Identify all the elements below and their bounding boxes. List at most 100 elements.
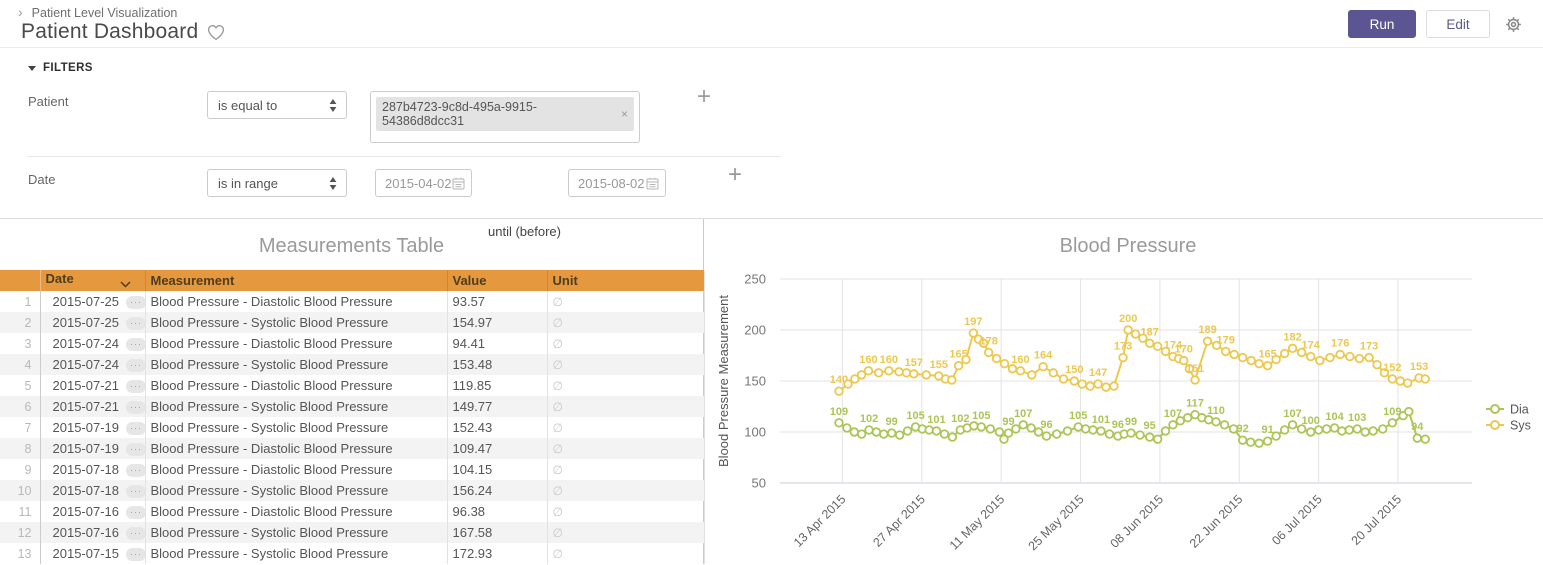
data-point-sys[interactable]: [1246, 355, 1256, 366]
data-point-dia[interactable]: [1175, 416, 1186, 426]
column-header-date[interactable]: Date: [40, 270, 146, 291]
data-point-dia[interactable]: [1051, 429, 1062, 439]
data-point-sys[interactable]: [850, 374, 860, 384]
data-point-dia[interactable]: [1182, 413, 1193, 423]
row-ellipsis-menu[interactable]: ···: [126, 485, 144, 498]
column-header-unit[interactable]: Unit: [547, 270, 705, 291]
data-point-sys[interactable]: [1220, 346, 1231, 357]
data-point-sys[interactable]: [884, 366, 894, 376]
data-point-dia[interactable]: [842, 423, 852, 433]
data-point-dia[interactable]: [1203, 415, 1214, 425]
data-point-dia[interactable]: [1160, 426, 1171, 436]
data-point-sys[interactable]: [978, 338, 989, 348]
data-point-sys[interactable]: [1325, 352, 1335, 363]
data-point-sys[interactable]: [909, 369, 919, 379]
data-point-sys[interactable]: [1160, 346, 1171, 357]
data-point-dia[interactable]: [969, 421, 979, 431]
date-to-input[interactable]: 2015-08-02: [568, 169, 666, 197]
data-point-sys[interactable]: [1345, 351, 1355, 362]
data-point-sys[interactable]: [1027, 370, 1037, 380]
row-ellipsis-menu[interactable]: ···: [126, 548, 144, 561]
data-point-sys[interactable]: [856, 370, 867, 380]
filters-header[interactable]: FILTERS: [28, 62, 93, 74]
patient-value-box[interactable]: 287b4723-9c8d-495a-9915-54386d8dcc31 ×: [370, 91, 640, 143]
data-point-sys[interactable]: [1202, 336, 1213, 346]
data-point-sys[interactable]: [1138, 333, 1148, 343]
data-point-dia[interactable]: [1412, 433, 1423, 443]
data-point-dia[interactable]: [871, 427, 882, 437]
data-point-sys[interactable]: [1085, 381, 1095, 391]
data-point-sys[interactable]: [1287, 343, 1298, 354]
data-point-sys[interactable]: [1271, 354, 1281, 365]
data-point-sys[interactable]: [1395, 376, 1405, 386]
data-point-dia[interactable]: [1126, 428, 1136, 438]
data-point-sys[interactable]: [1211, 340, 1222, 350]
data-point-dia[interactable]: [1003, 428, 1014, 438]
data-point-dia[interactable]: [924, 425, 934, 435]
legend-label-sys[interactable]: Sys: [1510, 419, 1531, 433]
row-ellipsis-menu[interactable]: ···: [126, 380, 144, 393]
data-point-sys[interactable]: [1254, 358, 1264, 369]
data-point-sys[interactable]: [1058, 374, 1069, 384]
data-point-sys[interactable]: [1184, 364, 1195, 374]
data-point-sys[interactable]: [863, 366, 874, 376]
data-point-dia[interactable]: [1271, 431, 1281, 441]
data-point-dia[interactable]: [999, 434, 1009, 444]
data-point-sys[interactable]: [1077, 379, 1087, 389]
data-point-sys[interactable]: [1296, 347, 1307, 358]
data-point-dia[interactable]: [1262, 436, 1273, 446]
date-from-input[interactable]: 2015-04-02: [375, 169, 472, 197]
data-point-dia[interactable]: [1088, 425, 1098, 435]
data-point-dia[interactable]: [931, 426, 942, 436]
data-point-dia[interactable]: [834, 418, 844, 428]
data-point-dia[interactable]: [1254, 438, 1264, 448]
row-ellipsis-menu[interactable]: ···: [126, 422, 144, 435]
run-button[interactable]: Run: [1348, 10, 1416, 38]
data-point-dia[interactable]: [849, 427, 859, 437]
data-point-dia[interactable]: [1313, 425, 1324, 435]
data-point-sys[interactable]: [1354, 353, 1365, 364]
data-point-sys[interactable]: [1101, 382, 1111, 392]
data-point-sys[interactable]: [873, 368, 884, 378]
data-point-dia[interactable]: [947, 432, 958, 442]
data-point-dia[interactable]: [1329, 423, 1340, 433]
data-point-sys[interactable]: [1379, 368, 1390, 378]
legend-marker-dia[interactable]: [1490, 404, 1500, 414]
data-point-dia[interactable]: [1368, 426, 1378, 436]
data-point-sys[interactable]: [1152, 341, 1163, 352]
data-point-sys[interactable]: [1190, 375, 1200, 385]
data-point-sys[interactable]: [1279, 348, 1290, 359]
data-point-dia[interactable]: [976, 422, 986, 432]
data-point-dia[interactable]: [1144, 432, 1155, 442]
add-patient-filter-button[interactable]: +: [697, 83, 712, 110]
legend-marker-sys[interactable]: [1490, 420, 1500, 430]
data-point-dia[interactable]: [886, 428, 897, 438]
row-ellipsis-menu[interactable]: ···: [126, 506, 144, 519]
data-point-sys[interactable]: [1123, 325, 1133, 335]
data-point-sys[interactable]: [968, 328, 979, 338]
row-ellipsis-menu[interactable]: ···: [126, 401, 144, 414]
data-point-dia[interactable]: [1018, 420, 1028, 430]
data-point-sys[interactable]: [1420, 374, 1430, 384]
row-ellipsis-menu[interactable]: ···: [126, 317, 144, 330]
data-point-dia[interactable]: [1096, 426, 1106, 436]
data-point-sys[interactable]: [999, 358, 1010, 369]
row-ellipsis-menu[interactable]: ···: [126, 338, 144, 351]
data-point-sys[interactable]: [1229, 349, 1239, 360]
data-point-dia[interactable]: [1296, 424, 1307, 434]
edit-button[interactable]: Edit: [1426, 10, 1490, 38]
data-point-dia[interactable]: [1211, 417, 1221, 427]
data-point-sys[interactable]: [921, 370, 931, 380]
data-point-sys[interactable]: [1144, 338, 1155, 348]
data-point-sys[interactable]: [901, 368, 912, 378]
data-point-dia[interactable]: [1287, 420, 1298, 430]
data-point-dia[interactable]: [1062, 426, 1073, 436]
data-point-sys[interactable]: [1118, 352, 1128, 363]
data-point-dia[interactable]: [1073, 422, 1083, 432]
breadcrumb[interactable]: › Patient Level Visualization: [18, 4, 177, 20]
row-ellipsis-menu[interactable]: ···: [126, 296, 144, 309]
data-point-sys[interactable]: [1048, 368, 1058, 378]
data-point-sys[interactable]: [983, 347, 994, 358]
data-point-dia[interactable]: [985, 424, 996, 434]
row-ellipsis-menu[interactable]: ···: [126, 527, 144, 540]
